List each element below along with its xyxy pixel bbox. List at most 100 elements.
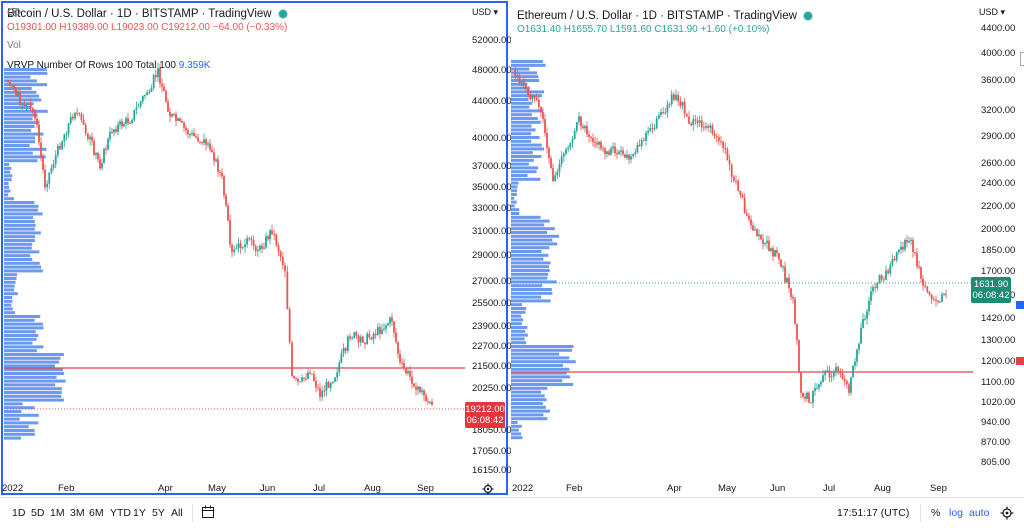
candle-body xyxy=(421,390,423,393)
btc-ohlc-values: O19301.00 H19389.00 L19023.00 C19212.00 … xyxy=(7,22,288,33)
candle-body xyxy=(275,234,278,246)
volume-profile-row xyxy=(511,109,543,113)
candle-body xyxy=(315,380,317,388)
eth-legend: Ethereum / U.S. Dollar · 1D · BITSTAMP ·… xyxy=(517,9,813,37)
eye-crossed-icon[interactable] xyxy=(7,7,21,17)
volume-profile-row xyxy=(4,174,13,178)
gear-icon[interactable] xyxy=(1000,506,1014,520)
volume-indicator-row[interactable]: Vol xyxy=(7,7,288,53)
utc-clock[interactable]: 17:51:17 (UTC) xyxy=(837,507,910,519)
range-button-1m[interactable]: 1M xyxy=(50,507,65,519)
candle-body xyxy=(395,332,397,343)
candle-body xyxy=(91,136,93,141)
candle-body xyxy=(205,139,207,145)
volume-profile-row xyxy=(511,79,540,82)
red-marker-icon[interactable] xyxy=(1016,357,1024,365)
candle-body xyxy=(632,154,635,157)
volume-profile-row xyxy=(4,421,39,425)
volume-profile-row xyxy=(511,200,517,204)
candle-body xyxy=(376,326,379,335)
price-tick-label: 1850.00 xyxy=(981,245,1016,256)
btc-symbol-title[interactable]: Bitcoin / U.S. Dollar · 1D · BITSTAMP · … xyxy=(7,8,272,20)
candle-body xyxy=(413,383,415,387)
log-scale-toggle[interactable]: log xyxy=(949,507,964,519)
candle-body xyxy=(792,296,794,299)
btc-currency-label[interactable]: USD ▾ xyxy=(472,7,499,17)
volume-profile-row xyxy=(4,178,12,182)
blue-marker-icon[interactable] xyxy=(1016,301,1024,309)
btc-chart-canvas[interactable] xyxy=(0,0,510,497)
candle-body xyxy=(133,109,136,120)
volume-profile-row xyxy=(4,326,44,330)
candle-body xyxy=(107,138,109,150)
candle-body xyxy=(711,125,714,134)
eth-symbol-title[interactable]: Ethereum / U.S. Dollar · 1D · BITSTAMP ·… xyxy=(517,10,797,22)
candle-body xyxy=(281,256,284,266)
candle-body xyxy=(856,349,858,362)
price-tick-label: 805.00 xyxy=(981,457,1011,468)
candle-body xyxy=(309,372,311,374)
candle-body xyxy=(664,112,667,114)
btc-chart-pane[interactable]: Bitcoin / U.S. Dollar · 1D · BITSTAMP · … xyxy=(0,0,512,497)
candle-body xyxy=(225,195,227,206)
separator xyxy=(192,504,193,522)
candle-body xyxy=(50,167,53,173)
candle-body xyxy=(74,112,76,119)
candle-body xyxy=(558,164,561,172)
eth-currency-label[interactable]: USD ▾ xyxy=(979,7,1006,17)
price-tick-label: 21500.00 xyxy=(472,361,512,372)
eth-chart-pane[interactable]: Ethereum / U.S. Dollar · 1D · BITSTAMP ·… xyxy=(511,0,1015,497)
candle-body xyxy=(874,287,877,289)
eth-chart-canvas[interactable] xyxy=(511,0,1007,497)
volume-profile-row xyxy=(4,406,35,410)
candle-body xyxy=(598,141,600,145)
candle-body xyxy=(23,104,26,106)
range-button-1d[interactable]: 1D xyxy=(12,507,26,519)
candle-body xyxy=(540,106,542,113)
percent-scale-toggle[interactable]: % xyxy=(931,507,941,519)
gear-icon[interactable] xyxy=(482,483,494,495)
range-button-ytd[interactable]: YTD xyxy=(110,507,131,519)
auto-scale-toggle[interactable]: auto xyxy=(969,507,990,519)
range-button-1y[interactable]: 1Y xyxy=(133,507,146,519)
candle-body xyxy=(215,159,217,161)
candle-body xyxy=(207,143,209,145)
candle-body xyxy=(340,353,343,363)
candle-body xyxy=(256,249,259,252)
candle-body xyxy=(567,147,570,150)
candle-body xyxy=(327,381,330,388)
candle-body xyxy=(7,80,9,83)
sidebar-toggle-button[interactable] xyxy=(1020,52,1024,66)
volume-profile-row xyxy=(4,372,65,375)
vrvp-indicator-row[interactable]: VRVP Number Of Rows 100 Total 100 9.359K xyxy=(7,60,211,71)
time-tick-label: Apr xyxy=(158,483,173,494)
range-button-6m[interactable]: 6M xyxy=(89,507,104,519)
candle-body xyxy=(895,252,898,261)
volume-profile-row xyxy=(511,60,543,63)
candle-body xyxy=(533,95,536,98)
price-tick-label: 3600.00 xyxy=(981,75,1016,86)
volume-profile-row xyxy=(4,79,37,83)
volume-profile-row xyxy=(4,71,48,75)
range-button-3m[interactable]: 3M xyxy=(70,507,85,519)
range-button-5d[interactable]: 5D xyxy=(31,507,45,519)
candle-body xyxy=(415,386,417,390)
candle-body xyxy=(411,376,413,384)
range-button-all[interactable]: All xyxy=(171,507,183,519)
volume-profile-row xyxy=(4,182,9,185)
volume-profile-row xyxy=(511,139,532,143)
candle-body xyxy=(902,246,904,250)
volume-profile-row xyxy=(4,265,42,269)
date-range-calendar-icon[interactable] xyxy=(201,505,215,519)
volume-profile-row xyxy=(4,254,31,258)
volume-profile-row xyxy=(511,402,543,405)
price-tick-label: 27000.00 xyxy=(472,276,512,287)
candle-body xyxy=(908,240,910,243)
candle-body xyxy=(56,145,59,156)
candle-body xyxy=(397,342,399,354)
range-button-5y[interactable]: 5Y xyxy=(152,507,165,519)
candle-body xyxy=(346,336,349,351)
btc-last-price-tag: 19212.00 06:08:42 xyxy=(465,402,505,428)
candle-body xyxy=(389,317,391,324)
volume-profile-row xyxy=(511,352,560,356)
